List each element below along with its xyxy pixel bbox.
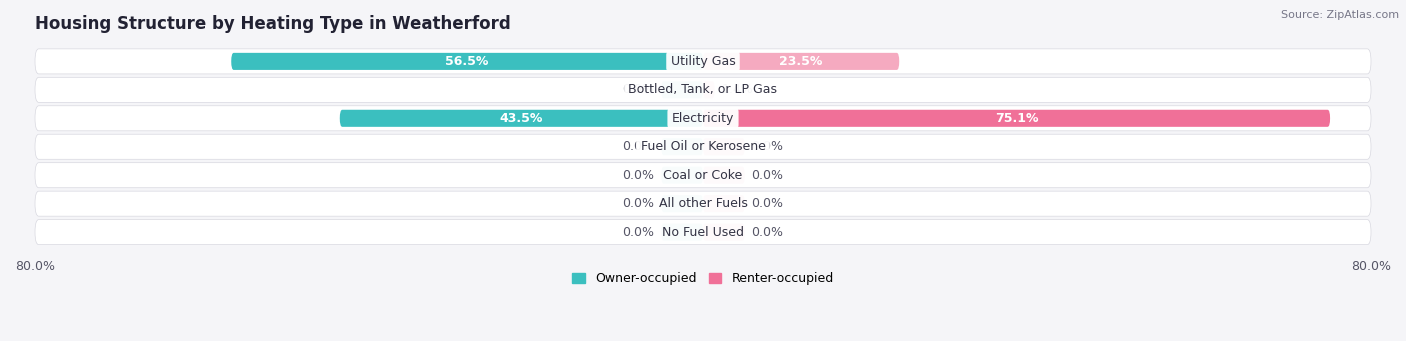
Text: 43.5%: 43.5% [499,112,543,125]
Text: 0.0%: 0.0% [623,197,655,210]
FancyBboxPatch shape [703,195,745,212]
Text: 1.4%: 1.4% [721,83,754,97]
FancyBboxPatch shape [661,195,703,212]
Text: 0.0%: 0.0% [751,197,783,210]
Text: Source: ZipAtlas.com: Source: ZipAtlas.com [1281,10,1399,20]
FancyBboxPatch shape [703,138,745,155]
Text: 0.0%: 0.0% [751,169,783,182]
FancyBboxPatch shape [231,53,703,70]
FancyBboxPatch shape [661,81,703,98]
FancyBboxPatch shape [703,167,745,184]
FancyBboxPatch shape [35,49,1371,74]
Text: 56.5%: 56.5% [446,55,489,68]
FancyBboxPatch shape [35,220,1371,244]
Text: 0.0%: 0.0% [623,226,655,239]
FancyBboxPatch shape [35,134,1371,159]
FancyBboxPatch shape [703,110,1330,127]
Text: 23.5%: 23.5% [779,55,823,68]
Text: Fuel Oil or Kerosene: Fuel Oil or Kerosene [641,140,765,153]
Text: Coal or Coke: Coal or Coke [664,169,742,182]
Text: Electricity: Electricity [672,112,734,125]
FancyBboxPatch shape [703,53,900,70]
Text: 0.0%: 0.0% [751,140,783,153]
FancyBboxPatch shape [35,106,1371,131]
Text: 0.0%: 0.0% [751,226,783,239]
Text: All other Fuels: All other Fuels [658,197,748,210]
FancyBboxPatch shape [661,167,703,184]
Text: Housing Structure by Heating Type in Weatherford: Housing Structure by Heating Type in Wea… [35,15,510,33]
FancyBboxPatch shape [703,224,745,241]
FancyBboxPatch shape [35,77,1371,102]
FancyBboxPatch shape [661,138,703,155]
Text: No Fuel Used: No Fuel Used [662,226,744,239]
Text: 0.0%: 0.0% [623,83,655,97]
Legend: Owner-occupied, Renter-occupied: Owner-occupied, Renter-occupied [568,267,838,290]
Text: Utility Gas: Utility Gas [671,55,735,68]
FancyBboxPatch shape [661,224,703,241]
Text: 0.0%: 0.0% [623,140,655,153]
Text: 0.0%: 0.0% [623,169,655,182]
FancyBboxPatch shape [703,81,714,98]
Text: 75.1%: 75.1% [995,112,1038,125]
FancyBboxPatch shape [35,163,1371,188]
FancyBboxPatch shape [35,191,1371,216]
FancyBboxPatch shape [340,110,703,127]
Text: Bottled, Tank, or LP Gas: Bottled, Tank, or LP Gas [628,83,778,97]
